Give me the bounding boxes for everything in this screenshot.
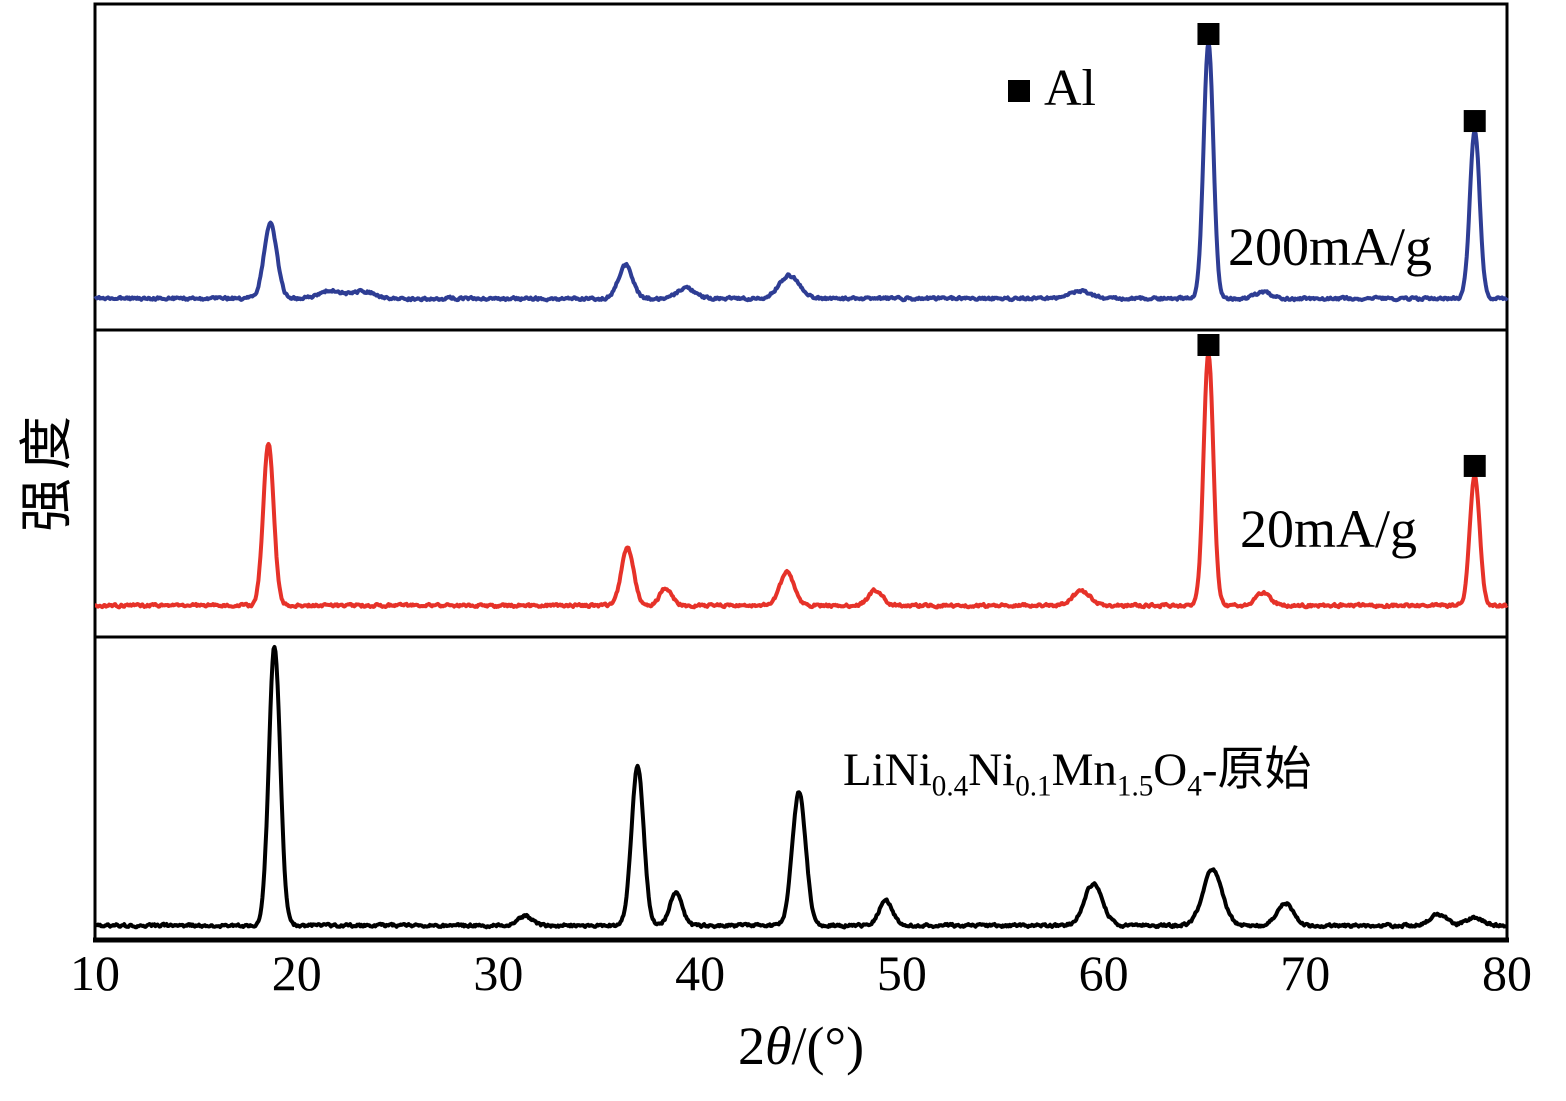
x-tick-label-50: 50: [876, 945, 927, 1001]
xrd-trace-1: [94, 351, 1509, 610]
series-label-20mAg: 20mA/g: [1240, 499, 1418, 559]
x-tick-label-10: 10: [70, 945, 120, 1001]
series-label-pristine-lnmo: LiNi0.4Ni0.1Mn1.5O4-原始: [843, 744, 1312, 803]
xrd-trace-2: [94, 644, 1509, 930]
legend-al: Al: [1008, 59, 1096, 117]
x-tick-label-30: 30: [473, 945, 524, 1001]
x-axis-tick-labels: 10 20 30 40 50 60 70 80: [0, 944, 1566, 1004]
al-peak-marker-icon: [1197, 334, 1220, 356]
x-axis-label: 2θ/(°): [737, 1016, 865, 1076]
x-tick-label-60: 60: [1078, 945, 1129, 1001]
series-label-200mAg: 200mA/g: [1228, 217, 1433, 277]
x-tick-label-70: 70: [1280, 945, 1331, 1001]
xrd-trace-0: [93, 39, 1509, 303]
x-tick-label-40: 40: [675, 945, 726, 1001]
legend-label: Al: [1044, 59, 1096, 117]
x-tick-label-80: 80: [1482, 945, 1532, 1001]
al-peak-marker-icon: [1463, 454, 1486, 477]
al-peak-marker-icon: [1463, 110, 1486, 133]
al-square-marker-icon: [1008, 80, 1030, 102]
x-tick-label-20: 20: [271, 945, 322, 1001]
y-axis-label: 强度: [17, 408, 77, 532]
al-peak-marker-icon: [1197, 23, 1220, 45]
